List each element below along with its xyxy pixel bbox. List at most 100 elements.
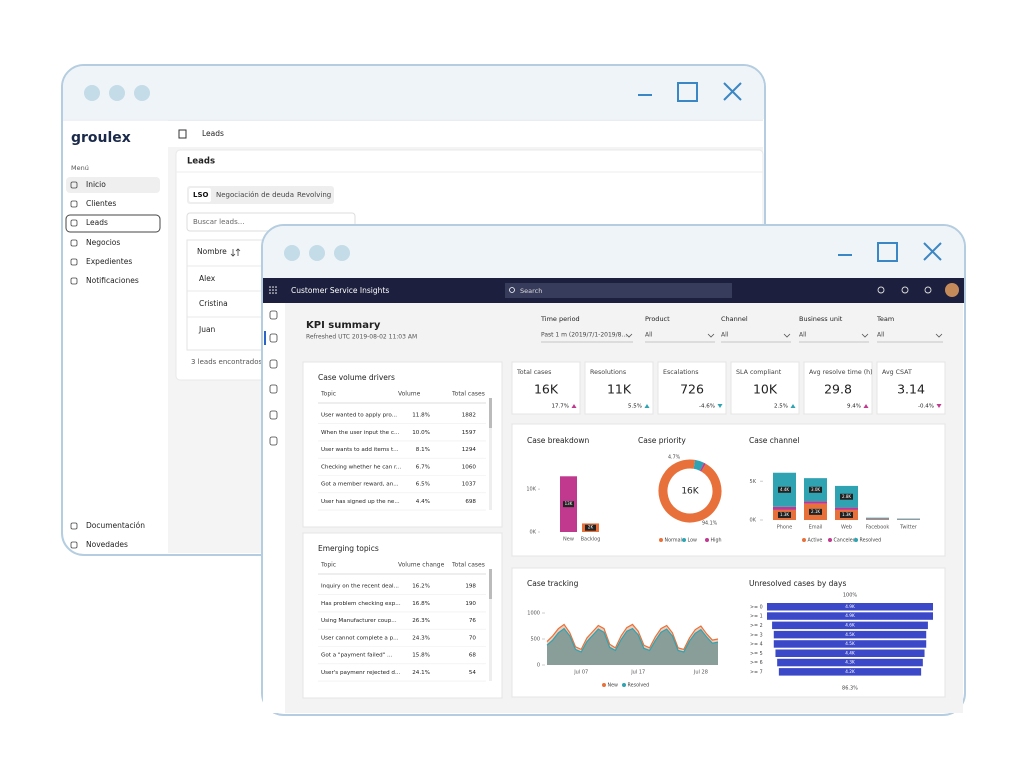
table-cell: When the user input the c... (321, 430, 400, 436)
card (584, 361, 654, 415)
category-label: >= 6 (750, 660, 763, 666)
close-button[interactable] (923, 242, 942, 261)
funnel-bar (777, 658, 923, 667)
menu-item[interactable]: Notificaciones (86, 276, 139, 285)
avatar[interactable] (945, 283, 959, 297)
value-label: 1.3K (842, 512, 851, 517)
chevron (707, 333, 715, 338)
close-button[interactable] (723, 82, 742, 101)
filter-value[interactable]: All (799, 332, 807, 339)
table-cell: 4.4% (416, 499, 430, 505)
kpi-value: 3.14 (897, 382, 925, 397)
legend-dot (622, 683, 626, 687)
kpi-label: Avg CSAT (882, 369, 912, 376)
legend-label: Active (808, 538, 823, 544)
table-header[interactable]: Nombre (197, 247, 227, 256)
tab[interactable]: Revolving (297, 191, 331, 199)
value-label: 94.1% (702, 521, 718, 527)
line (546, 623, 719, 651)
table-cell: User wants to add items t... (321, 447, 399, 453)
table-cell: 10.0% (412, 430, 430, 436)
y-tick-label: 500 (530, 637, 540, 643)
breadcrumb: Leads (202, 129, 224, 138)
rail-icon[interactable] (269, 410, 278, 420)
title-bar (63, 95, 764, 119)
table-cell: User's paymenr rejected d... (321, 670, 401, 676)
menu-item[interactable]: Inicio (86, 180, 106, 189)
value-label: 4.4K (780, 487, 789, 492)
table-cell: Juan (198, 325, 216, 334)
table-cell: User wanted to apply pro... (321, 413, 397, 419)
table-cell: Checking whether he can r... (321, 464, 401, 470)
filter-value[interactable]: All (877, 332, 885, 339)
table-cell: 15.8% (412, 653, 430, 659)
card (657, 361, 727, 415)
table-cell: 16.8% (412, 601, 430, 607)
menu-item[interactable]: Expedientes (86, 257, 132, 266)
window-dot (84, 85, 100, 101)
kpi-change: 5.5% (628, 404, 642, 410)
value-label: 4.9K (845, 604, 855, 609)
column-header: Volume change (398, 562, 445, 569)
funnel-bar (773, 630, 927, 639)
bar-segment (866, 517, 889, 519)
scrollbar (489, 398, 492, 510)
filter-label: Product (645, 315, 670, 323)
scrollbar (489, 569, 492, 681)
menu-item[interactable]: Novedades (86, 540, 128, 549)
rail-icon[interactable] (269, 359, 278, 369)
nav-icon[interactable] (924, 286, 932, 294)
kpi-label: Avg resolve time (h) (809, 369, 873, 376)
trend-arrow (790, 404, 796, 408)
rail-icon[interactable] (269, 310, 278, 320)
nav-icon[interactable] (901, 286, 909, 294)
kpi-value: 726 (680, 382, 704, 397)
tab[interactable]: LSO (193, 191, 209, 199)
rail-icon[interactable] (269, 384, 278, 394)
search-box[interactable] (505, 283, 732, 298)
filter-label: Channel (721, 315, 748, 323)
funnel-top: 100% (843, 593, 858, 599)
app-launcher (269, 286, 271, 288)
maximize-button[interactable] (677, 82, 698, 102)
window-dot (334, 245, 350, 261)
table-cell: 698 (465, 499, 476, 505)
filter-value[interactable]: Past 1 m (2019/7/1-2019/8... (541, 332, 627, 339)
value-label: 4.3K (845, 660, 855, 665)
maximize-button[interactable] (877, 242, 898, 262)
table-cell: 6.5% (416, 482, 430, 488)
table-cell: Cristina (199, 299, 228, 308)
window-dot (309, 245, 325, 261)
value-label: 2.8K (842, 494, 851, 499)
kpi-label: Resolutions (590, 369, 626, 376)
table-cell: Using Manufacturer coup... (321, 618, 397, 624)
rail-icon[interactable] (269, 436, 278, 446)
menu-highlight (66, 177, 160, 193)
x-tick-label: Twitter (899, 525, 918, 531)
left-rail (263, 303, 285, 713)
table-cell: Got a member reward, an... (321, 482, 399, 488)
chevron (935, 333, 943, 338)
refreshed: Refreshed UTC 2019-08-02 11:03 AM (306, 334, 417, 341)
chart-title: Case channel (749, 436, 799, 445)
tab[interactable]: Negociación de deuda (216, 191, 294, 199)
funnel-bar (767, 612, 933, 620)
rail-icon[interactable] (269, 333, 278, 343)
menu-item[interactable]: Clientes (86, 199, 116, 208)
kpi-change: 17.7% (552, 404, 569, 410)
category-label: >= 5 (750, 651, 763, 657)
menu-item[interactable]: Documentación (86, 521, 145, 530)
card-title: Emerging topics (318, 544, 379, 553)
menu-item[interactable]: Leads (86, 218, 108, 227)
menu-item[interactable]: Negocios (86, 238, 120, 247)
search-placeholder: Buscar leads... (193, 218, 244, 226)
window-dot (134, 85, 150, 101)
nav-icon[interactable] (877, 286, 885, 294)
filter-value[interactable]: All (645, 332, 653, 339)
table-cell: 1037 (462, 482, 477, 488)
sidebar-toggle[interactable] (178, 129, 187, 139)
filter-value[interactable]: All (721, 332, 729, 339)
chart-title: Case priority (638, 436, 686, 445)
kpi-label: Escalations (663, 369, 699, 376)
